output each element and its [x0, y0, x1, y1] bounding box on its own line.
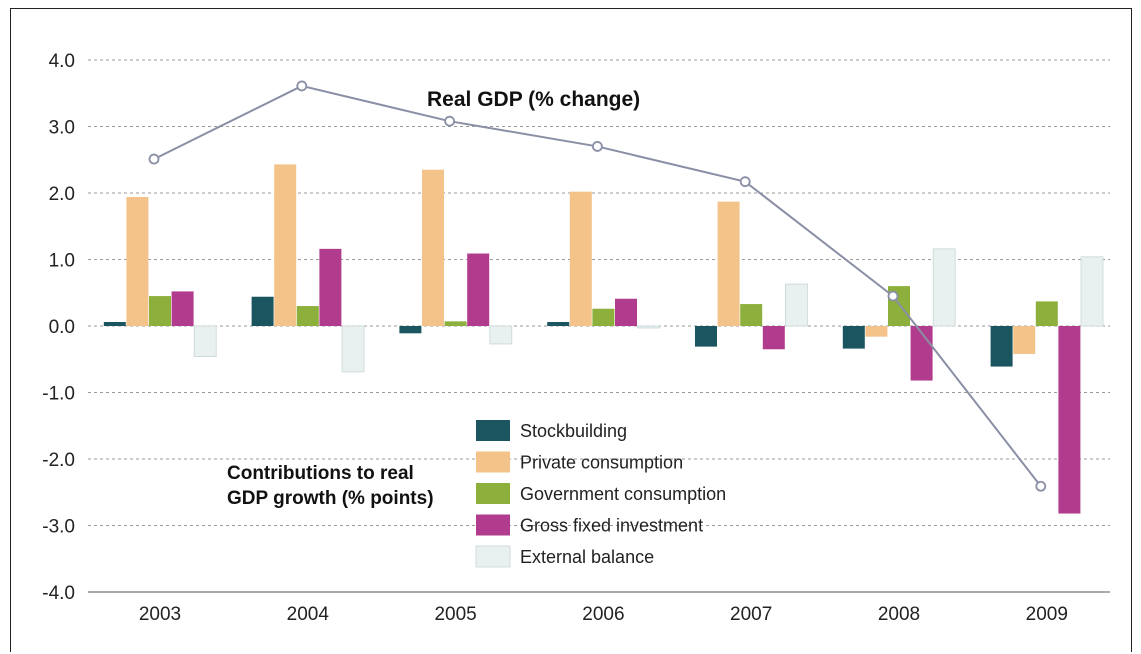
- bar: [717, 201, 740, 326]
- bar: [103, 322, 126, 326]
- real-gdp-point: [739, 176, 751, 188]
- y-tick-label: 0.0: [49, 317, 75, 338]
- bar: [1035, 301, 1058, 326]
- real-gdp-line: [148, 80, 1047, 492]
- bar: [1080, 256, 1104, 327]
- legend-label: External balance: [520, 547, 654, 567]
- bar: [592, 308, 615, 326]
- bar: [740, 304, 763, 326]
- x-tick-label: 2004: [287, 604, 330, 625]
- real-gdp-point: [592, 141, 603, 152]
- real-gdp-point: [887, 290, 899, 302]
- y-tick-label: 2.0: [49, 184, 75, 205]
- y-axis: 4.0 3.0 2.0 1.0 0.0 -1.0 -2.0 -3.0 -4.0: [42, 51, 75, 604]
- bar: [149, 296, 171, 326]
- bar: [467, 253, 490, 326]
- legend-swatch: [476, 514, 510, 536]
- x-tick-label: 2009: [1026, 604, 1068, 625]
- x-tick-label: 2006: [582, 604, 624, 625]
- x-tick-label: 2008: [878, 604, 920, 625]
- legend-label: Government consumption: [520, 484, 726, 504]
- legend-label: Gross fixed investment: [520, 516, 703, 536]
- bar: [341, 325, 365, 373]
- x-tick-label: 2007: [730, 604, 772, 625]
- bar: [569, 191, 592, 326]
- bar: [399, 326, 422, 334]
- real-gdp-point: [148, 153, 160, 165]
- bar: [171, 291, 194, 326]
- bar: [489, 325, 513, 345]
- y-tick-label: 4.0: [49, 51, 75, 72]
- bar: [319, 248, 342, 326]
- x-axis: 2003 2004 2005 2006 2007 2008 2009: [88, 591, 1110, 625]
- bar: [296, 306, 319, 326]
- bar: [126, 196, 149, 326]
- chart-frame: [10, 8, 1132, 652]
- real-gdp-point: [296, 80, 308, 92]
- bar: [193, 325, 217, 357]
- legend: Stockbuilding Private consumption Governme…: [475, 420, 726, 568]
- bars: [103, 164, 1104, 514]
- y-tick-label: 3.0: [49, 118, 75, 139]
- bar: [251, 296, 274, 326]
- bar: [547, 322, 570, 326]
- bar: [695, 326, 717, 347]
- legend-label: Private consumption: [520, 453, 683, 473]
- bars-annotation-line-1: Contributions to real: [227, 463, 414, 484]
- y-tick-label: -2.0: [42, 450, 75, 471]
- bar: [762, 326, 785, 350]
- y-tick-label: -3.0: [42, 517, 75, 538]
- x-tick-label: 2005: [434, 604, 476, 625]
- bar: [274, 164, 297, 326]
- legend-label: Stockbuilding: [520, 421, 627, 441]
- y-tick-label: -4.0: [42, 583, 75, 604]
- bar: [1058, 326, 1081, 514]
- bar: [785, 283, 808, 327]
- bar: [842, 326, 865, 349]
- y-tick-label: 1.0: [49, 251, 75, 272]
- real-gdp-point: [1035, 480, 1047, 492]
- legend-swatch: [476, 483, 510, 504]
- legend-swatch: [475, 545, 511, 568]
- bar: [637, 325, 660, 329]
- bars-annotation-line-2: GDP growth (% points): [227, 488, 434, 509]
- bar: [615, 298, 637, 326]
- bar: [422, 169, 444, 326]
- bar: [444, 321, 467, 326]
- x-tick-label: 2003: [139, 604, 181, 625]
- bar: [990, 326, 1013, 367]
- y-tick-label: -1.0: [42, 384, 75, 405]
- bar: [1013, 326, 1036, 354]
- legend-swatch: [476, 420, 510, 441]
- bar: [865, 326, 888, 337]
- bar: [932, 248, 956, 327]
- real-gdp-point: [444, 115, 456, 127]
- line-annotation: Real GDP (% change): [427, 88, 640, 111]
- legend-swatch: [476, 451, 510, 473]
